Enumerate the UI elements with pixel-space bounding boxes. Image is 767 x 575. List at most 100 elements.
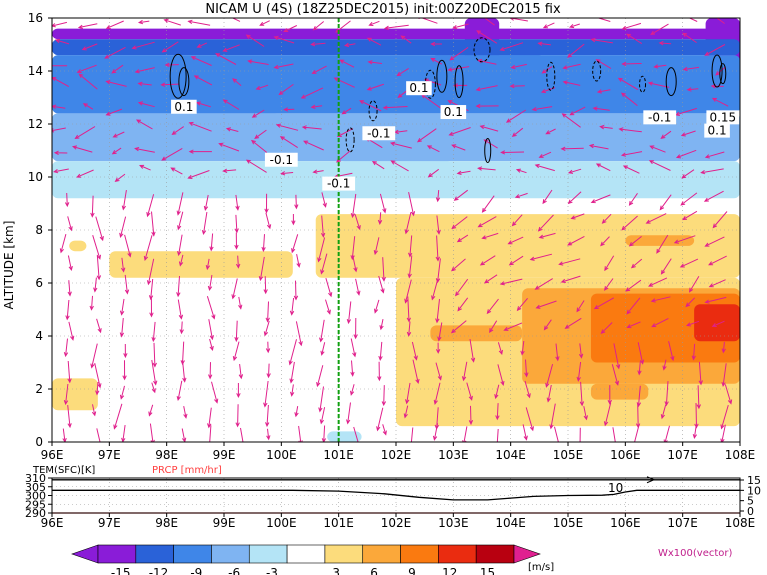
- wind-vector: [593, 297, 615, 310]
- wind-vector: [688, 18, 698, 22]
- wind-vector: [560, 146, 584, 152]
- wind-vector: [161, 147, 183, 161]
- wind-vector: [151, 211, 156, 237]
- wind-vector: [134, 67, 155, 74]
- wind-vector: [451, 144, 466, 151]
- wind-vector: [576, 300, 585, 313]
- wind-vector: [231, 18, 241, 22]
- wind-vector: [649, 145, 666, 153]
- wind-vector: [113, 403, 123, 430]
- wind-vector: [510, 63, 527, 70]
- wind-vector: [600, 236, 610, 247]
- wind-vector: [628, 236, 642, 247]
- wind-vector: [318, 386, 324, 413]
- x-tick-label: 106E: [610, 448, 641, 462]
- wind-vector: [176, 275, 181, 298]
- wind-vector: [177, 299, 184, 320]
- wind-vector: [411, 341, 418, 361]
- contour-label: -0.1: [367, 126, 390, 140]
- wind-vector: [366, 37, 382, 46]
- x-tick-label: 105E: [553, 448, 584, 462]
- wind-vector: [508, 255, 524, 266]
- wind-vector: [599, 124, 613, 130]
- contour-line: [711, 54, 723, 88]
- wind-vector: [664, 381, 669, 407]
- wind-vector: [170, 167, 183, 175]
- wind-vector: [494, 384, 500, 400]
- wind-vector: [235, 255, 241, 269]
- sfc-x-tick-label: 104E: [495, 516, 526, 530]
- wind-vector: [650, 296, 671, 303]
- wind-vector: [91, 404, 97, 417]
- wind-vector: [381, 257, 386, 282]
- u-region-pos3: [109, 251, 293, 278]
- wind-vector: [209, 233, 214, 252]
- wind-vector: [289, 297, 295, 316]
- wind-vector: [468, 405, 474, 426]
- contour-line: [436, 59, 448, 93]
- wind-vector: [53, 168, 69, 174]
- wind-vector: [177, 234, 183, 257]
- x-tick-label: 102E: [381, 448, 412, 462]
- wind-vector: [82, 103, 94, 110]
- wind-vector: [208, 362, 213, 380]
- x-tick-label: 97E: [98, 448, 121, 462]
- wind-vector: [289, 361, 295, 384]
- wind-vector: [122, 360, 127, 381]
- wind-vector: [68, 321, 75, 341]
- contour-label: -0.1: [648, 110, 671, 124]
- sfc-left-tick-label: 310: [25, 472, 46, 485]
- wind-vector: [417, 18, 438, 24]
- contour-label-bg: [704, 123, 730, 138]
- wind-vector: [81, 43, 98, 51]
- contour-line: [345, 127, 355, 153]
- wind-vector: [379, 193, 387, 214]
- contour-label-bg: [362, 126, 396, 141]
- wind-vector: [245, 34, 265, 47]
- sfc-annotation: 10: [608, 481, 623, 495]
- y-tick-label: 4: [35, 329, 43, 343]
- wind-vector: [499, 278, 523, 286]
- wind-vector: [427, 168, 439, 178]
- wind-vector: [346, 301, 352, 325]
- wind-vector: [567, 43, 585, 58]
- colorbar: -15 -12 -9 -6 -3 3 6 9 12 15 [m/s] Wx100(vector): [71, 544, 733, 575]
- wind-vector: [367, 60, 382, 65]
- wind-vector: [486, 298, 499, 315]
- wind-vector: [78, 73, 98, 90]
- wind-vector: [448, 127, 471, 136]
- wind-vector: [378, 275, 385, 294]
- wind-vector: [596, 89, 611, 94]
- wind-vector: [119, 298, 125, 316]
- wind-vector: [462, 426, 468, 442]
- wind-vector: [497, 364, 505, 387]
- sfc-x-tick-label: 97E: [98, 516, 121, 530]
- wind-vector: [265, 212, 272, 230]
- wind-vector: [538, 151, 552, 158]
- wind-vector: [296, 253, 301, 268]
- contour-label: 0.1: [708, 124, 727, 138]
- wind-vector: [105, 108, 123, 116]
- wind-vector: [137, 81, 152, 87]
- wind-vector: [146, 258, 155, 286]
- wind-vector: [134, 147, 155, 153]
- wind-vector: [149, 298, 154, 318]
- wind-vector: [682, 210, 698, 221]
- contour-label: 0.1: [409, 81, 428, 95]
- wind-vector: [278, 83, 294, 96]
- sfc-x-tick-label: 105E: [553, 516, 584, 530]
- wind-vector: [543, 319, 552, 331]
- wind-vector: [137, 101, 155, 108]
- wind-vector: [452, 23, 469, 30]
- wind-vector: [704, 296, 727, 304]
- sfc-x-tick-label: 96E: [41, 516, 64, 530]
- wind-vector: [374, 299, 380, 314]
- wind-vector: [622, 165, 640, 174]
- contour-line: [454, 65, 464, 99]
- wind-vector: [94, 362, 102, 389]
- colorbar-over-arrow: [513, 544, 541, 564]
- wind-vector: [111, 64, 124, 74]
- sfc-x-tick-label: 98E: [155, 516, 178, 530]
- wind-vector: [545, 363, 554, 388]
- wind-vector: [382, 424, 387, 436]
